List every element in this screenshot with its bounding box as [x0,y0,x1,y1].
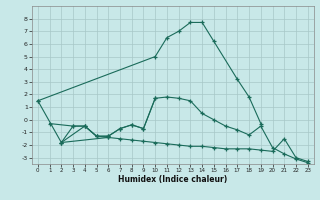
X-axis label: Humidex (Indice chaleur): Humidex (Indice chaleur) [118,175,228,184]
